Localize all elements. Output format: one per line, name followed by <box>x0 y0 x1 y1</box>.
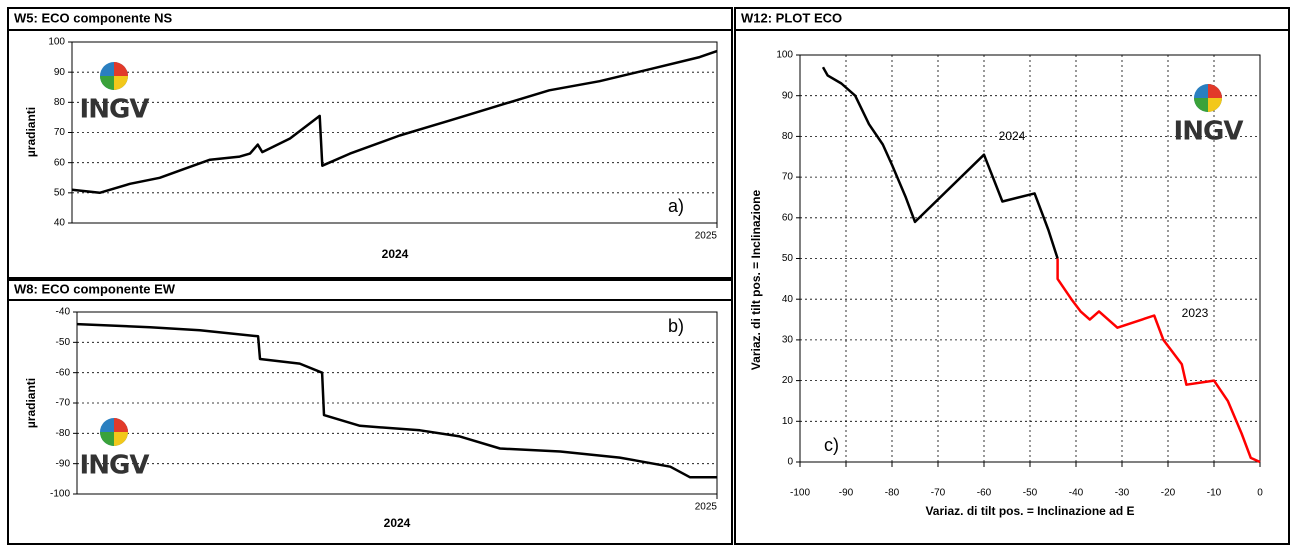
x-tick-label: -60 <box>977 488 992 499</box>
logo-segment <box>1194 98 1208 112</box>
x-tick-label: 2025 <box>695 502 718 513</box>
logo-segment <box>100 432 114 446</box>
y-tick-label: 100 <box>48 37 65 48</box>
y-tick-label: -90 <box>56 458 71 469</box>
x-tick-label: -40 <box>1069 488 1084 499</box>
y-tick-label: 50 <box>782 253 794 264</box>
logo-segment <box>100 76 114 90</box>
y-tick-label: 70 <box>54 127 66 138</box>
logo-segment <box>1208 84 1222 98</box>
x-tick-label: -80 <box>885 488 900 499</box>
logo-text: INGV <box>80 451 150 481</box>
x-axis-label: Variaz. di tilt pos. = Inclinazione ad E <box>925 504 1134 518</box>
x-tick-label: -70 <box>931 488 946 499</box>
logo-segment <box>114 432 128 446</box>
panel-w12 <box>734 7 1290 545</box>
y-tick-label: -40 <box>56 307 71 318</box>
y-axis-label: µradianti <box>24 107 38 157</box>
y-tick-label: -70 <box>56 398 71 409</box>
y-tick-label: 60 <box>782 212 794 223</box>
x-tick-label: -100 <box>790 488 810 499</box>
y-tick-label: 70 <box>782 172 794 183</box>
y-tick-label: 30 <box>782 335 794 346</box>
logo-segment <box>114 62 128 76</box>
y-axis-label: µradianti <box>24 378 38 428</box>
y-tick-label: 60 <box>54 157 66 168</box>
y-tick-label: 50 <box>54 187 66 198</box>
panel-annotation: b) <box>668 316 684 336</box>
ingv-logo <box>1194 84 1222 112</box>
ingv-logo <box>100 62 128 90</box>
y-tick-label: -50 <box>56 337 71 348</box>
data-line <box>1056 258 1261 464</box>
plot-frame <box>799 54 1261 463</box>
y-tick-label: -80 <box>56 428 71 439</box>
y-tick-label: 90 <box>54 67 66 78</box>
x-axis-label: 2024 <box>384 516 411 530</box>
logo-segment <box>1208 98 1222 112</box>
x-tick-label: -20 <box>1161 488 1176 499</box>
data-line <box>76 322 717 479</box>
panel-title: W8: ECO componente EW <box>14 281 176 296</box>
plot-frame <box>76 311 718 495</box>
panel-annotation: a) <box>668 196 684 216</box>
frames <box>7 7 1290 545</box>
panel-w8 <box>7 279 733 545</box>
panel-title: W5: ECO componente NS <box>14 10 173 25</box>
panel-title: W12: PLOT ECO <box>741 10 842 25</box>
y-tick-label: -100 <box>50 489 70 500</box>
series-label: 2023 <box>1182 306 1209 320</box>
y-tick-label: 100 <box>776 50 793 61</box>
data-line <box>71 49 718 195</box>
series-label: 2024 <box>999 129 1026 143</box>
data-line <box>821 66 1059 259</box>
y-axis-label: Variaz. di tilt pos. = Inclinazione <box>749 189 763 370</box>
y-tick-label: 40 <box>782 294 794 305</box>
x-axis-label: 2024 <box>382 247 409 261</box>
y-tick-label: 10 <box>782 416 794 427</box>
panel-annotation: c) <box>824 435 839 455</box>
logo-text: INGV <box>80 95 150 125</box>
logo-segment <box>114 418 128 432</box>
y-tick-label: 80 <box>782 131 794 142</box>
plot-frame <box>71 41 718 224</box>
x-tick-label: 2025 <box>695 231 718 242</box>
x-tick-label: -10 <box>1207 488 1222 499</box>
panel-w5 <box>7 7 733 279</box>
logo-segment <box>114 76 128 90</box>
x-tick-label: -30 <box>1115 488 1130 499</box>
y-tick-label: 80 <box>54 97 66 108</box>
ingv-logo <box>100 418 128 446</box>
x-tick-label: -90 <box>839 488 854 499</box>
logo-text: INGV <box>1174 117 1244 147</box>
x-tick-label: 0 <box>1257 488 1263 499</box>
y-tick-label: 20 <box>782 375 794 386</box>
y-tick-label: 0 <box>787 457 793 468</box>
x-tick-label: -50 <box>1023 488 1038 499</box>
y-tick-label: 90 <box>782 90 794 101</box>
y-tick-label: -60 <box>56 367 71 378</box>
y-tick-label: 40 <box>54 218 66 229</box>
